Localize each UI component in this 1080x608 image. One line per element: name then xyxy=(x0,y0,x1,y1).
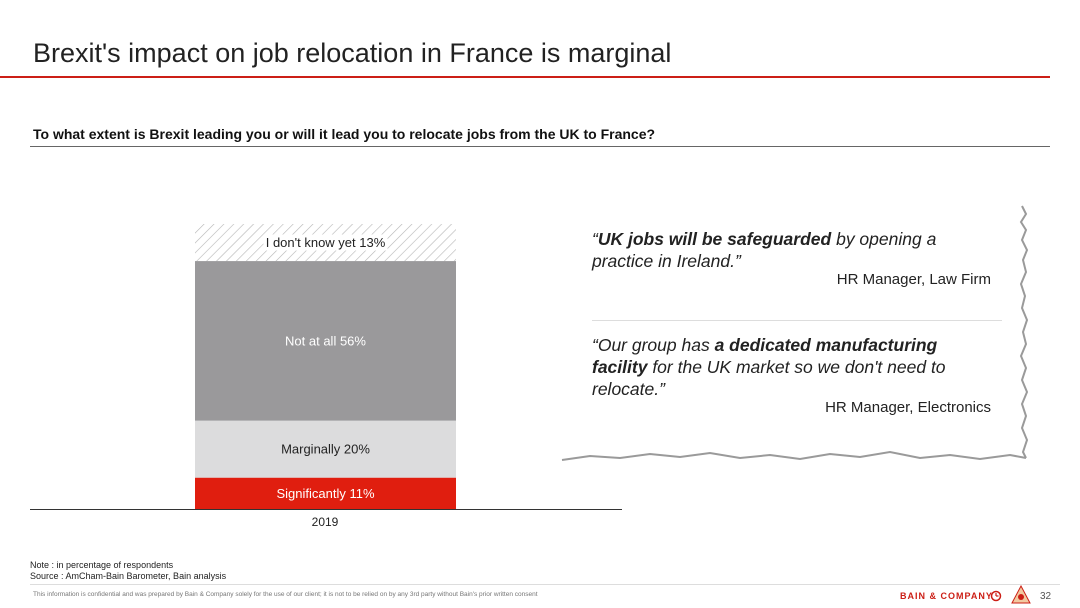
quote-1-attribution: HR Manager, Law Firm xyxy=(836,271,991,288)
bar-segment-marginally xyxy=(195,420,456,478)
confidentiality-disclaimer: This information is confidential and was… xyxy=(33,591,538,598)
note-text: Note : in percentage of respondents xyxy=(30,560,174,570)
bar-segment-not-at-all xyxy=(195,261,456,421)
data-label-not-at-all: Not at all 56% xyxy=(285,333,366,348)
label-backing xyxy=(263,234,388,251)
page-number: 32 xyxy=(1040,591,1052,602)
bain-clock-icon xyxy=(990,590,1002,602)
partner-logo-icon xyxy=(1011,585,1031,604)
quote-2-text: “Our group has a dedicated manufacturing… xyxy=(592,335,946,399)
brand-wordmark: BAIN & COMPANY xyxy=(900,591,993,601)
footer-divider xyxy=(30,584,1060,585)
data-label-i-don-t-know-yet: I don't know yet 13% xyxy=(266,235,386,250)
bar-segment-significantly xyxy=(195,477,456,509)
quotes-panel: “UK jobs will be safeguarded by opening … xyxy=(560,200,1035,465)
quote-2-attribution: HR Manager, Electronics xyxy=(825,399,991,416)
torn-paper-edge xyxy=(561,205,1029,461)
x-tick-label: 2019 xyxy=(312,515,339,529)
question-divider xyxy=(30,146,1050,147)
quote-divider xyxy=(592,320,1002,321)
source-text: Source : AmCham-Bain Barometer, Bain ana… xyxy=(30,571,227,581)
data-label-significantly: Significantly 11% xyxy=(276,486,374,501)
survey-question: To what extent is Brexit leading you or … xyxy=(33,126,656,142)
title-divider xyxy=(0,76,1050,78)
chart-notes: Note : in percentage of respondents Sour… xyxy=(30,560,226,582)
page-title: Brexit's impact on job relocation in Fra… xyxy=(33,38,672,68)
stacked-bar-chart: Significantly 11% Marginally 20% Not at al… xyxy=(30,224,622,529)
data-label-marginally: Marginally 20% xyxy=(281,442,370,457)
quote-1-text: “UK jobs will be safeguarded by opening … xyxy=(592,229,937,271)
